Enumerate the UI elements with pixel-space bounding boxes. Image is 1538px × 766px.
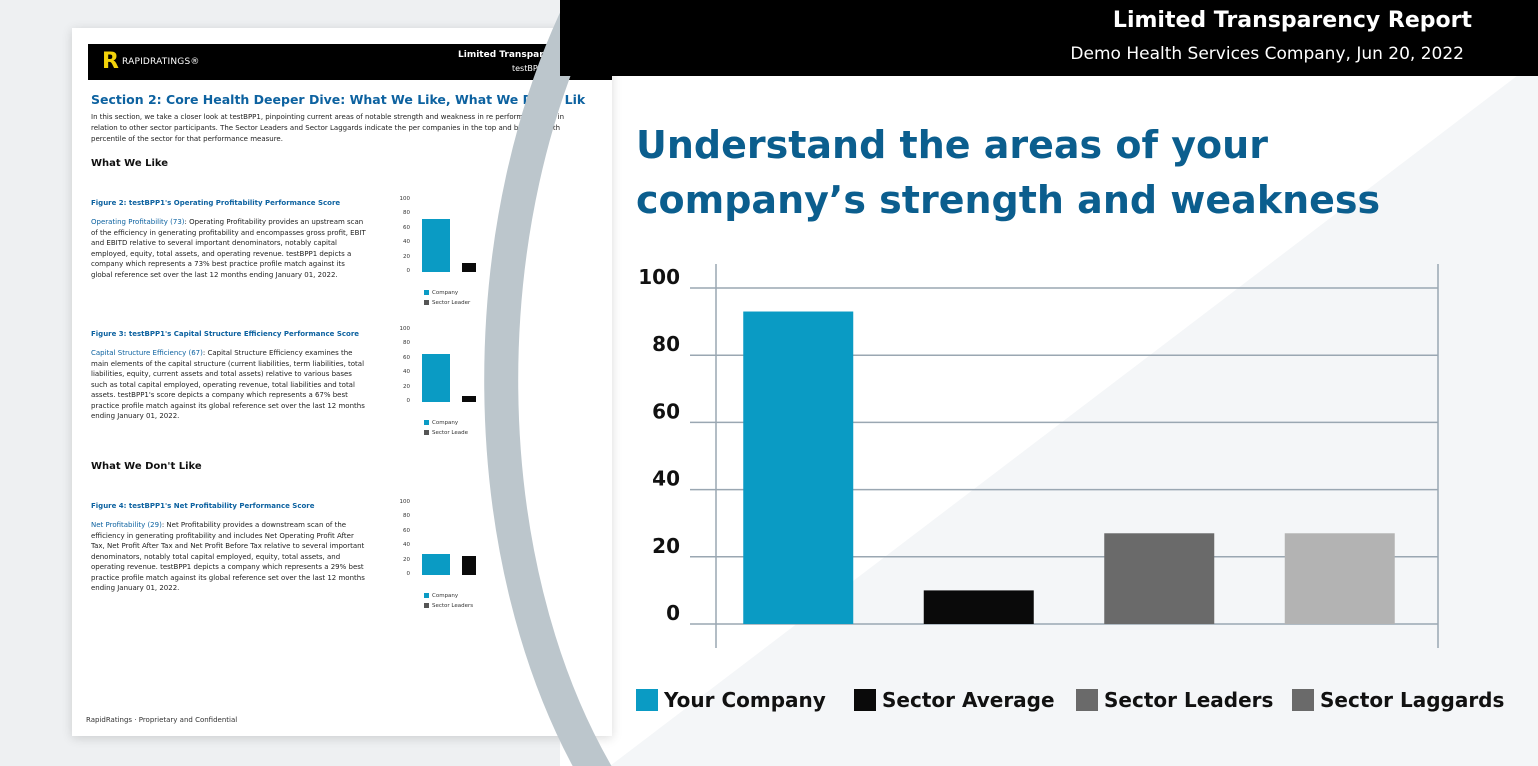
mini-y-tick-label: 100: [399, 499, 411, 505]
mini-y-tick-label: 60: [403, 224, 410, 231]
legend-label-your-company: Your Company: [664, 688, 826, 712]
mini-y-tick-label: 80: [403, 513, 410, 520]
mini-y-tick-label: 0: [406, 268, 411, 274]
figure-3-text: Capital Structure Efficiency (67): Capit…: [91, 348, 366, 422]
mini-y-tick-label: 100: [399, 326, 411, 332]
mini-legend-label: Sector Leader: [432, 300, 471, 306]
mini-legend-item: Company: [424, 420, 458, 426]
bar-sector-leaders: [1104, 533, 1215, 624]
legend-label-sector-average: Sector Average: [882, 688, 1055, 712]
document-header-title: Limited Transpare: [458, 50, 550, 60]
rapidratings-logo-icon: R: [102, 49, 119, 74]
legend-swatch-your-company: [636, 689, 658, 711]
figure-3-term: Capital Structure Efficiency (67): [91, 349, 203, 357]
report-subtitle: Demo Health Services Company, Jun 20, 20…: [1070, 44, 1464, 64]
y-tick-label: 20: [652, 534, 680, 558]
mini-bar-company: [422, 554, 450, 575]
document-intro: In this section, we take a closer look a…: [91, 113, 565, 143]
document-logo-text: RAPIDRATINGS®: [122, 57, 200, 67]
what-we-like-heading: What We Like: [91, 158, 169, 169]
y-tick-label: 100: [638, 265, 680, 289]
document-header: R RAPIDRATINGS® Limited Transpare testBP…: [88, 44, 612, 80]
document-section-title: Section 2: Core Health Deeper Dive: What…: [91, 92, 586, 107]
mini-y-tick-label: 40: [403, 369, 410, 376]
legend-item-sector-laggards: Sector Laggards: [1292, 686, 1504, 714]
mini-legend-item: Company: [424, 290, 458, 296]
mini-y-tick-label: 20: [403, 556, 410, 563]
mini-legend-label: Sector Leade: [432, 430, 469, 436]
mini-y-tick-label: 100: [399, 196, 411, 202]
mini-legend-item: Sector Leader: [424, 300, 470, 306]
mini-y-tick-label: 80: [403, 210, 410, 217]
report-title: Limited Transparency Report: [1112, 8, 1472, 33]
report-document-preview: R RAPIDRATINGS® Limited Transpare testBP…: [72, 28, 612, 736]
mini-y-tick-label: 40: [403, 239, 410, 246]
mini-legend-swatch: [424, 603, 429, 608]
mini-y-tick-label: 20: [403, 253, 410, 260]
mini-legend-item: Sector Leade: [424, 430, 468, 436]
strength-weakness-bar-chart: 100 80 60 40 20 0: [638, 264, 1439, 648]
document-footer: RapidRatings · Proprietary and Confident…: [86, 716, 238, 724]
bar-your-company: [743, 311, 854, 624]
report-header-bar: Limited Transparency Report Demo Health …: [560, 0, 1538, 76]
mini-y-tick-label: 0: [406, 571, 411, 577]
figure-3-title: Figure 3: testBPP1's Capital Structure E…: [91, 330, 360, 338]
mini-y-tick-label: 40: [403, 542, 410, 549]
y-tick-label: 0: [666, 601, 680, 625]
legend-swatch-sector-leaders: [1076, 689, 1098, 711]
mini-bar-sector: [462, 262, 476, 272]
mini-y-tick-label: 80: [403, 340, 410, 347]
mini-bar-company: [422, 219, 450, 272]
figure-4-text: Net Profitability (29): Net Profitabilit…: [91, 520, 366, 594]
figure-2-title: Figure 2: testBPP1's Operating Profitabi…: [91, 199, 341, 207]
y-tick-label: 60: [652, 399, 680, 423]
legend-item-your-company: Your Company: [636, 686, 826, 714]
mini-y-tick-label: 60: [403, 354, 410, 361]
mini-y-tick-label: 20: [403, 383, 410, 390]
legend-swatch-sector-average: [854, 689, 876, 711]
bar-sector-average: [923, 590, 1034, 624]
what-we-dont-like-heading: What We Don't Like: [91, 461, 202, 472]
legend-label-sector-laggards: Sector Laggards: [1320, 688, 1505, 712]
document-header-subtitle: testBPP1: [512, 64, 548, 73]
mini-legend-label: Company: [432, 290, 459, 296]
figure-2-text: Operating Profitability (73): Operating …: [91, 217, 366, 280]
mini-legend-swatch: [424, 300, 429, 305]
figure-4-title: Figure 4: testBPP1's Net Profitability P…: [91, 502, 315, 510]
chart-legend: Your Company Sector Average Sector Leade…: [636, 686, 1516, 714]
figure-4-mini-chart: 100 80 60 40 20 0 Company Sector Leaders: [398, 499, 518, 621]
legend-swatch-sector-laggards: [1292, 689, 1314, 711]
y-tick-label: 40: [652, 467, 680, 491]
mini-legend-label: Company: [432, 420, 459, 426]
figure-3-mini-chart: 100 80 60 40 20 0 Company Sector Leade: [398, 326, 518, 448]
mini-legend-swatch: [424, 290, 429, 295]
mini-legend-swatch: [424, 420, 429, 425]
mini-y-tick-label: 0: [406, 398, 411, 404]
figure-3-body: : Capital Structure Efficiency examines …: [91, 349, 365, 420]
figure-4-body: : Net Profitability provides a downstrea…: [91, 521, 365, 592]
mini-legend-label: Company: [432, 593, 459, 599]
legend-item-sector-average: Sector Average: [854, 686, 1055, 714]
figure-4-term: Net Profitability (29): [91, 521, 162, 529]
mini-legend-item: Sector Leaders: [424, 603, 473, 609]
mini-legend-swatch: [424, 430, 429, 435]
figure-2-term: Operating Profitability (73): [91, 218, 185, 226]
mini-y-tick-label: 60: [403, 527, 410, 534]
headline: Understand the areas of your company’s s…: [636, 123, 1381, 222]
mini-legend-swatch: [424, 593, 429, 598]
legend-item-sector-leaders: Sector Leaders: [1076, 686, 1273, 714]
mini-bar-sector: [462, 555, 476, 575]
mini-bar-company: [422, 353, 450, 402]
y-tick-label: 80: [652, 332, 680, 356]
bar-sector-laggards: [1284, 533, 1395, 624]
mini-legend-label: Sector Leaders: [432, 603, 474, 609]
mini-legend-item: Company: [424, 593, 458, 599]
mini-bar-sector: [462, 396, 476, 402]
legend-label-sector-leaders: Sector Leaders: [1104, 688, 1274, 712]
figure-2-mini-chart: 100 80 60 40 20 0 Company Sector Leader: [398, 196, 518, 318]
figure-2-body: : Operating Profitability provides an up…: [91, 218, 366, 279]
